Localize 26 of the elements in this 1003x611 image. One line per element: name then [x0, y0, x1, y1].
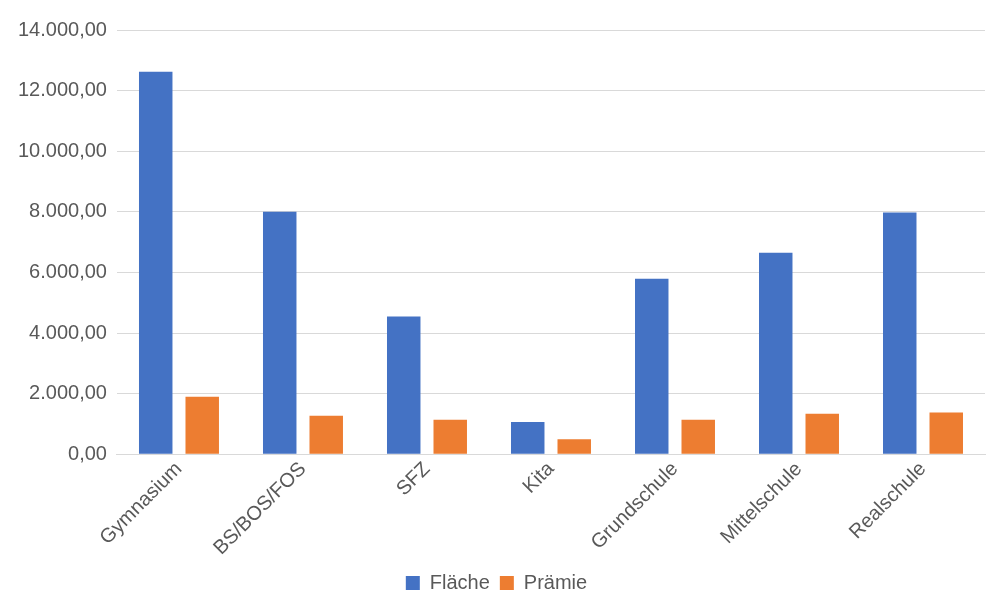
bar	[557, 439, 591, 454]
bar	[511, 421, 545, 454]
y-tick-label: 8.000,00	[29, 199, 107, 222]
bar	[309, 415, 343, 454]
bar	[433, 419, 467, 454]
x-tick-label: SFZ	[391, 457, 434, 500]
bar	[138, 71, 173, 454]
bar	[805, 413, 839, 454]
bar	[635, 278, 669, 454]
y-tick-label: 6.000,00	[29, 260, 107, 283]
y-tick-label: 10.000,00	[17, 138, 107, 161]
y-tick-label: 14.000,00	[17, 17, 107, 40]
y-tick-label: 2.000,00	[29, 381, 107, 404]
bar	[759, 252, 793, 454]
legend-label: Fläche	[429, 570, 490, 593]
bar	[185, 396, 219, 454]
y-tick-label: 4.000,00	[29, 320, 107, 343]
bar	[262, 211, 297, 454]
bar	[929, 412, 963, 454]
bar	[883, 212, 917, 454]
x-tick-label: Kita	[517, 456, 559, 497]
y-tick-label: 0,00	[68, 441, 107, 464]
y-tick-label: 12.000,00	[17, 78, 107, 101]
legend-label: Prämie	[523, 570, 588, 593]
bar	[681, 419, 715, 454]
bar	[386, 316, 421, 454]
